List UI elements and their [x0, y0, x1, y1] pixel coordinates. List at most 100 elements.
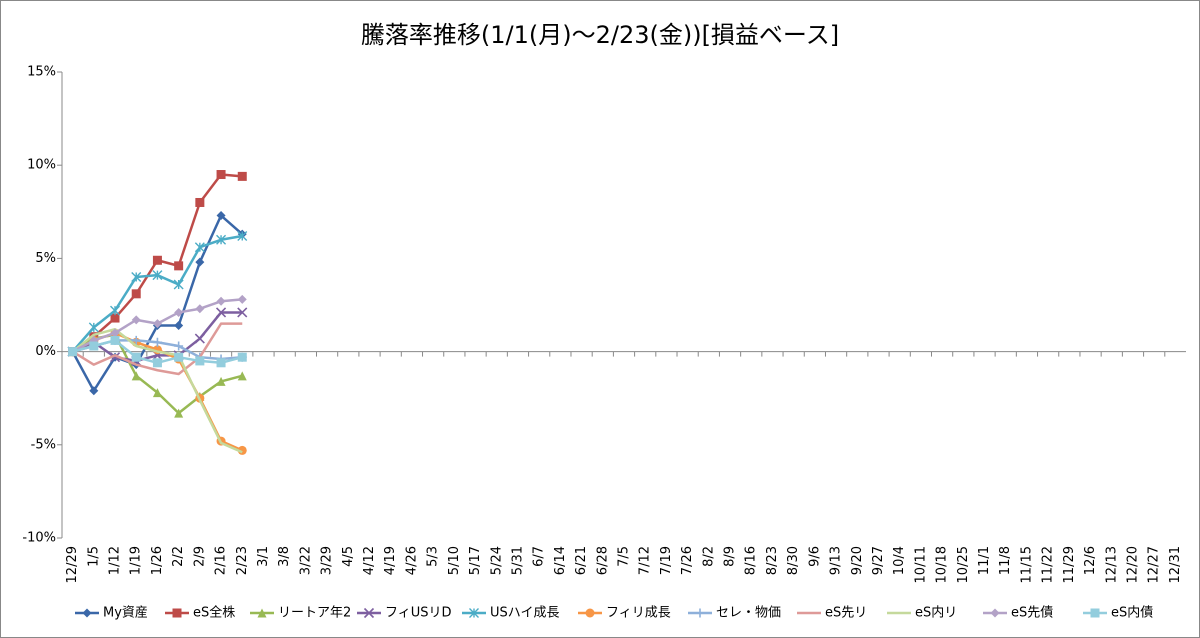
x-tick-label: 5/3: [426, 546, 441, 567]
x-tick-label: 11/1: [977, 546, 992, 575]
x-tick-label: 10/4: [892, 546, 907, 575]
marker: [195, 257, 205, 267]
x-tick-label: 4/19: [383, 546, 398, 575]
marker: [110, 328, 120, 338]
x-tick-label: 11/15: [1019, 546, 1034, 583]
marker: [89, 341, 99, 351]
legend-label: eS先債: [1011, 606, 1053, 621]
legend-label: USハイ成長: [490, 606, 560, 621]
marker: [131, 289, 141, 299]
series-line: [71, 322, 243, 376]
x-tick-label: 6/7: [532, 546, 547, 567]
marker: [195, 304, 205, 314]
marker: [110, 305, 121, 316]
marker: [216, 170, 226, 180]
legend-label: セレ・物価: [716, 606, 781, 621]
y-tick-label: -10%: [22, 531, 56, 546]
x-tick-label: 11/8: [998, 546, 1013, 575]
y-tick-label: 5%: [35, 251, 56, 266]
marker: [174, 408, 184, 418]
marker: [172, 608, 182, 618]
legend-label: eS内リ: [915, 605, 957, 621]
marker: [237, 294, 247, 304]
marker: [237, 231, 248, 242]
x-tick-label: 2/16: [214, 546, 229, 575]
x-tick-label: 2/2: [171, 546, 186, 567]
x-tick-label: 1/19: [129, 546, 144, 575]
marker: [237, 445, 247, 455]
x-tick-label: 2/9: [192, 546, 207, 567]
marker: [152, 337, 162, 347]
marker: [174, 341, 184, 351]
x-tick-label: 5/10: [447, 546, 462, 575]
x-tick-label: 6/28: [595, 546, 610, 575]
marker: [257, 608, 267, 618]
series: [68, 294, 247, 357]
x-tick-label: 8/23: [765, 546, 780, 575]
x-tick-label: 12/29: [65, 546, 80, 583]
x-tick-label: 3/29: [320, 546, 335, 575]
marker: [695, 608, 705, 618]
marker: [152, 358, 162, 368]
marker: [68, 347, 78, 357]
x-tick-label: 4/5: [341, 546, 356, 567]
x-tick-label: 12/27: [1147, 546, 1162, 583]
x-tick-label: 3/1: [256, 546, 271, 567]
legend-label: eS全株: [193, 605, 235, 621]
marker: [174, 307, 184, 317]
marker: [152, 388, 162, 398]
x-tick-label: 5/31: [510, 546, 525, 575]
y-tick-label: 0%: [35, 344, 56, 359]
x-tick-label: 3/8: [277, 546, 292, 567]
x-tick-label: 7/12: [638, 546, 653, 575]
x-tick-label: 9/27: [871, 546, 886, 575]
marker: [216, 358, 226, 368]
marker: [152, 270, 163, 281]
x-tick-label: 5/17: [468, 546, 483, 575]
x-tick-label: 8/2: [701, 546, 716, 567]
marker: [109, 352, 121, 363]
marker: [131, 335, 141, 345]
marker: [174, 261, 184, 271]
legend-label: My資産: [103, 605, 148, 621]
marker: [216, 376, 226, 386]
y-tick-label: 15%: [27, 65, 56, 80]
x-tick-label: 1/12: [108, 546, 123, 575]
x-tick-label: 11/29: [1062, 546, 1077, 583]
marker: [216, 211, 226, 221]
marker: [174, 321, 184, 331]
legend-label: eS先リ: [825, 606, 867, 621]
x-tick-label: 7/5: [617, 546, 632, 567]
marker: [82, 608, 92, 618]
marker: [237, 307, 248, 318]
x-tick-label: 12/31: [1168, 546, 1183, 583]
marker: [131, 371, 141, 381]
x-tick-label: 10/25: [956, 546, 971, 583]
marker: [363, 607, 375, 619]
marker: [110, 313, 120, 323]
legend-label: フィリ成長: [606, 606, 671, 621]
y-tick-label: 10%: [27, 158, 56, 173]
legend-label: リートア年2: [278, 606, 351, 621]
marker: [469, 608, 479, 618]
series-line: [71, 327, 243, 454]
marker: [131, 315, 141, 325]
marker: [89, 386, 99, 396]
x-tick-label: 8/30: [786, 546, 801, 575]
x-tick-label: 4/26: [404, 546, 419, 575]
marker: [131, 352, 141, 362]
y-tick-label: -5%: [31, 437, 56, 452]
marker: [173, 279, 184, 290]
marker: [131, 272, 142, 283]
marker: [152, 319, 162, 329]
x-tick-label: 5/24: [489, 546, 504, 575]
x-tick-label: 8/9: [723, 546, 738, 567]
marker: [990, 608, 1000, 618]
marker: [110, 335, 120, 345]
marker: [1090, 608, 1100, 618]
marker: [194, 333, 205, 344]
marker: [194, 242, 205, 253]
x-tick-label: 9/6: [807, 546, 822, 567]
